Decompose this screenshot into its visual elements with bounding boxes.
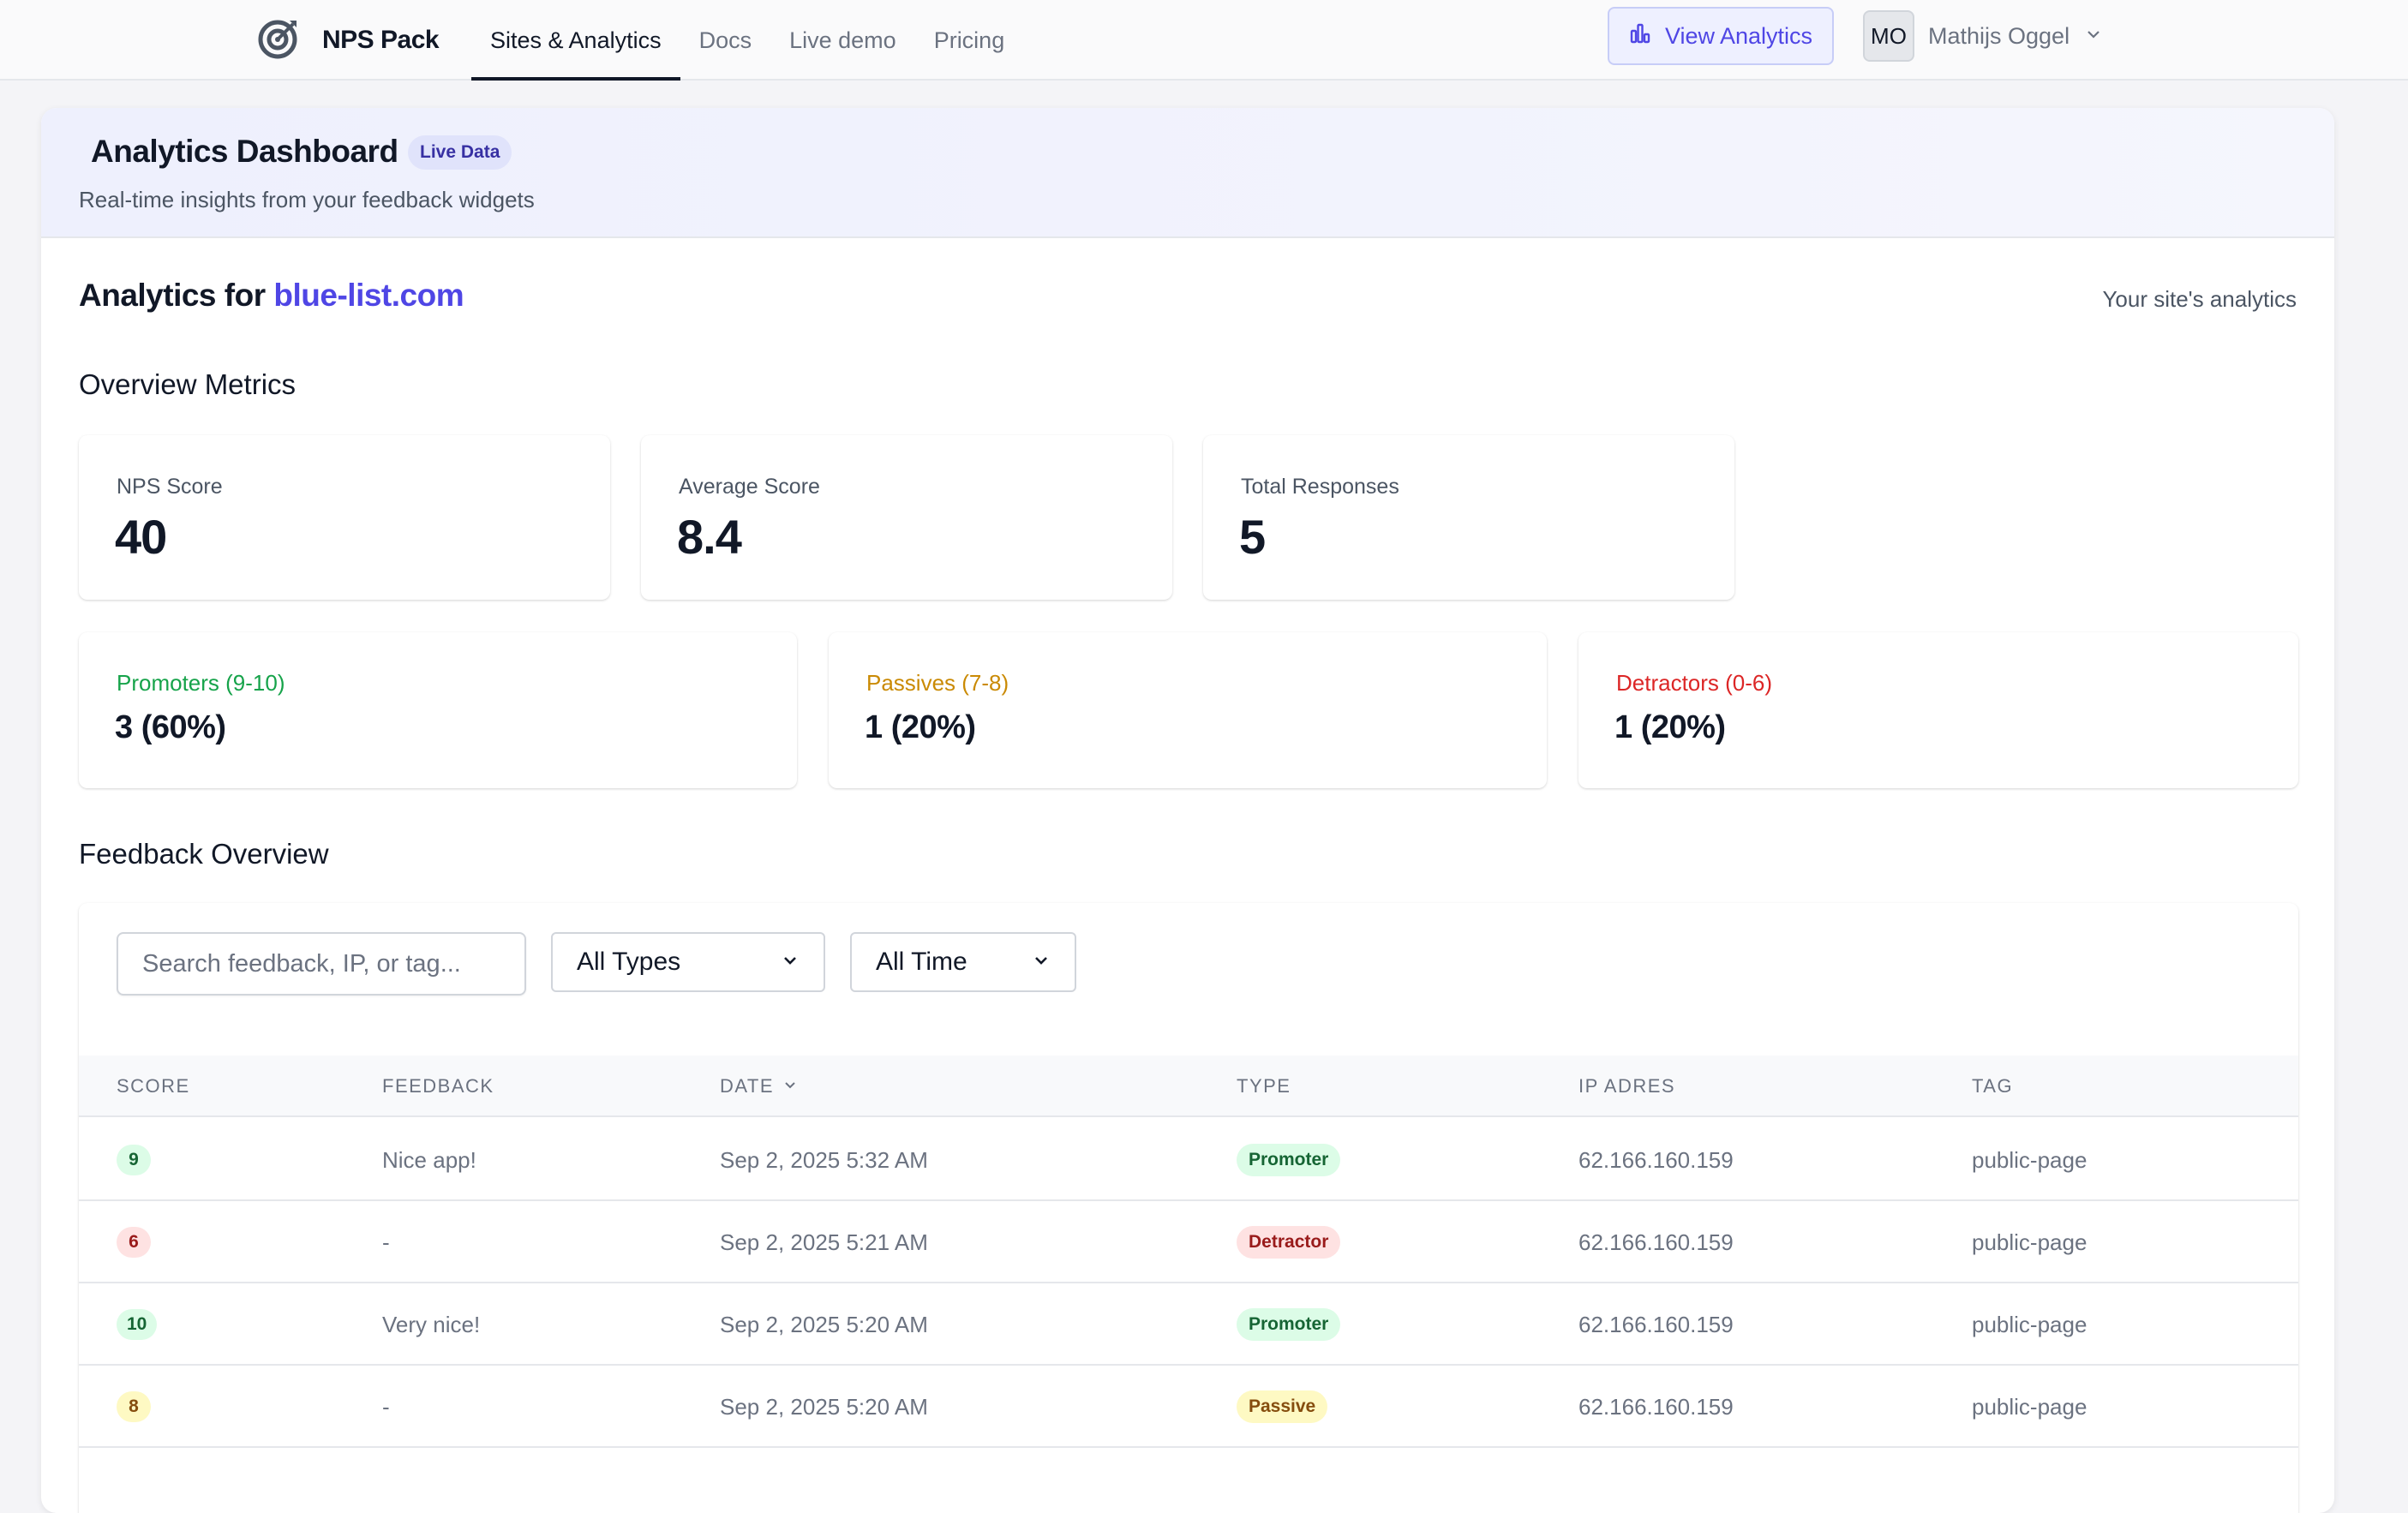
column-header-date-label: DATE <box>720 1075 775 1097</box>
segment-label: Detractors (0-6) <box>1616 670 1773 696</box>
segment-label: Passives (7-8) <box>866 670 1009 696</box>
nav-links: Sites & Analytics Docs Live demo Pricing <box>471 0 1023 81</box>
column-header-score[interactable]: SCORE <box>117 1075 190 1097</box>
chevron-down-icon <box>2083 24 2104 49</box>
segment-value: 1 (20%) <box>1614 709 1726 745</box>
search-input[interactable] <box>117 932 526 996</box>
bar-chart-icon <box>1629 22 1651 51</box>
table-header: SCORE FEEDBACK DATE TYPE IP ADRES TAG <box>79 1056 2298 1117</box>
type-cell: Detractor <box>1237 1201 1341 1283</box>
dashboard-header: Analytics Dashboard Live Data Real-time … <box>41 108 2334 238</box>
type-filter-value: All Types <box>577 948 681 976</box>
feedback-cell: - <box>382 1393 390 1420</box>
feedback-cell: Nice app! <box>382 1146 476 1173</box>
top-navbar: NPS Pack Sites & Analytics Docs Live dem… <box>0 0 2408 81</box>
page-subtitle: Real-time insights from your feedback wi… <box>79 187 535 212</box>
table-row[interactable]: 6 - Sep 2, 2025 5:21 AM Detractor 62.166.160… <box>79 1201 2298 1283</box>
tag-cell: public-page <box>1972 1393 2088 1420</box>
score-badge: 6 <box>117 1227 151 1258</box>
brand-name: NPS Pack <box>322 25 440 54</box>
site-title: Analytics for blue-list.com <box>79 278 464 314</box>
metric-value: 5 <box>1239 510 1266 564</box>
tag-cell: public-page <box>1972 1311 2088 1337</box>
dashboard-card: Analytics Dashboard Live Data Real-time … <box>41 108 2334 1513</box>
user-name: Mathijs Oggel <box>1928 22 2070 49</box>
site-title-prefix: Analytics for <box>79 278 266 313</box>
metric-value: 40 <box>115 510 167 564</box>
sort-chevron-down-icon <box>782 1075 798 1097</box>
type-badge: Promoter <box>1237 1308 1341 1341</box>
column-header-type[interactable]: TYPE <box>1237 1075 1291 1097</box>
tag-cell: public-page <box>1972 1146 2088 1173</box>
metric-card-average: Average Score 8.4 <box>641 435 1172 600</box>
brand[interactable]: NPS Pack <box>257 15 440 64</box>
column-header-ip[interactable]: IP ADRES <box>1578 1075 1676 1097</box>
segment-card-promoters: Promoters (9-10) 3 (60%) <box>79 632 797 788</box>
ip-cell: 62.166.160.159 <box>1578 1311 1734 1337</box>
nav-link-sites-analytics[interactable]: Sites & Analytics <box>471 0 680 81</box>
site-domain-link[interactable]: blue-list.com <box>273 278 464 313</box>
column-header-date[interactable]: DATE <box>720 1056 798 1117</box>
metric-card-nps: NPS Score 40 <box>79 435 610 600</box>
table-row[interactable]: 9 Nice app! Sep 2, 2025 5:32 AM Promoter 62.… <box>79 1119 2298 1201</box>
live-data-badge: Live Data <box>408 135 512 170</box>
ip-cell: 62.166.160.159 <box>1578 1229 1734 1255</box>
metric-card-total: Total Responses 5 <box>1203 435 1734 600</box>
view-analytics-button[interactable]: View Analytics <box>1608 7 1834 65</box>
segment-value: 1 (20%) <box>865 709 976 745</box>
user-menu[interactable]: MO Mathijs Oggel <box>1863 10 2104 62</box>
target-logo-icon <box>257 15 302 64</box>
segment-card-passives: Passives (7-8) 1 (20%) <box>829 632 1547 788</box>
score-badge: 10 <box>117 1309 158 1340</box>
type-badge: Promoter <box>1237 1144 1341 1176</box>
feedback-panel: All Types All Time SCORE FEEDBACK DATE T… <box>79 903 2298 1513</box>
score-badge: 9 <box>117 1145 151 1175</box>
column-header-feedback[interactable]: FEEDBACK <box>382 1075 494 1097</box>
type-cell: Passive <box>1237 1366 1328 1448</box>
segment-label: Promoters (9-10) <box>117 670 285 696</box>
date-cell: Sep 2, 2025 5:20 AM <box>720 1311 928 1337</box>
segment-card-detractors: Detractors (0-6) 1 (20%) <box>1578 632 2298 788</box>
nav-link-pricing[interactable]: Pricing <box>933 27 1005 53</box>
feedback-overview-title: Feedback Overview <box>79 838 329 870</box>
feedback-cell: Very nice! <box>382 1311 481 1337</box>
type-cell: Promoter <box>1237 1283 1341 1366</box>
avatar: MO <box>1863 10 1914 62</box>
score-cell: 6 <box>117 1201 151 1283</box>
chevron-down-icon <box>1032 948 1051 977</box>
date-cell: Sep 2, 2025 5:32 AM <box>720 1146 928 1173</box>
ip-cell: 62.166.160.159 <box>1578 1393 1734 1420</box>
nav-link-live-demo[interactable]: Live demo <box>789 27 896 53</box>
type-filter-select[interactable]: All Types <box>551 932 825 992</box>
type-badge: Passive <box>1237 1390 1328 1423</box>
table-row[interactable]: 8 - Sep 2, 2025 5:20 AM Passive 62.166.160.1… <box>79 1366 2298 1448</box>
date-cell: Sep 2, 2025 5:21 AM <box>720 1229 928 1255</box>
site-note: Your site's analytics <box>2102 286 2297 312</box>
time-filter-value: All Time <box>876 948 967 976</box>
metric-label: Average Score <box>679 475 820 499</box>
type-badge: Detractor <box>1237 1226 1341 1259</box>
ip-cell: 62.166.160.159 <box>1578 1146 1734 1173</box>
score-cell: 8 <box>117 1366 151 1448</box>
score-cell: 10 <box>117 1283 158 1366</box>
time-filter-select[interactable]: All Time <box>850 932 1076 992</box>
overview-metrics-title: Overview Metrics <box>79 368 297 400</box>
segment-value: 3 (60%) <box>115 709 226 745</box>
metric-label: Total Responses <box>1241 475 1399 499</box>
page-title: Analytics Dashboard <box>91 134 398 169</box>
metric-value: 8.4 <box>677 510 742 564</box>
nav-link-docs[interactable]: Docs <box>698 27 752 53</box>
type-cell: Promoter <box>1237 1119 1341 1201</box>
tag-cell: public-page <box>1972 1229 2088 1255</box>
score-cell: 9 <box>117 1119 151 1201</box>
date-cell: Sep 2, 2025 5:20 AM <box>720 1393 928 1420</box>
table-row[interactable]: 10 Very nice! Sep 2, 2025 5:20 AM Promoter 6… <box>79 1283 2298 1366</box>
feedback-cell: - <box>382 1229 390 1255</box>
metric-label: NPS Score <box>117 475 223 499</box>
view-analytics-label: View Analytics <box>1664 22 1813 49</box>
score-badge: 8 <box>117 1391 151 1422</box>
chevron-down-icon <box>781 948 800 977</box>
column-header-tag[interactable]: TAG <box>1972 1075 2014 1097</box>
